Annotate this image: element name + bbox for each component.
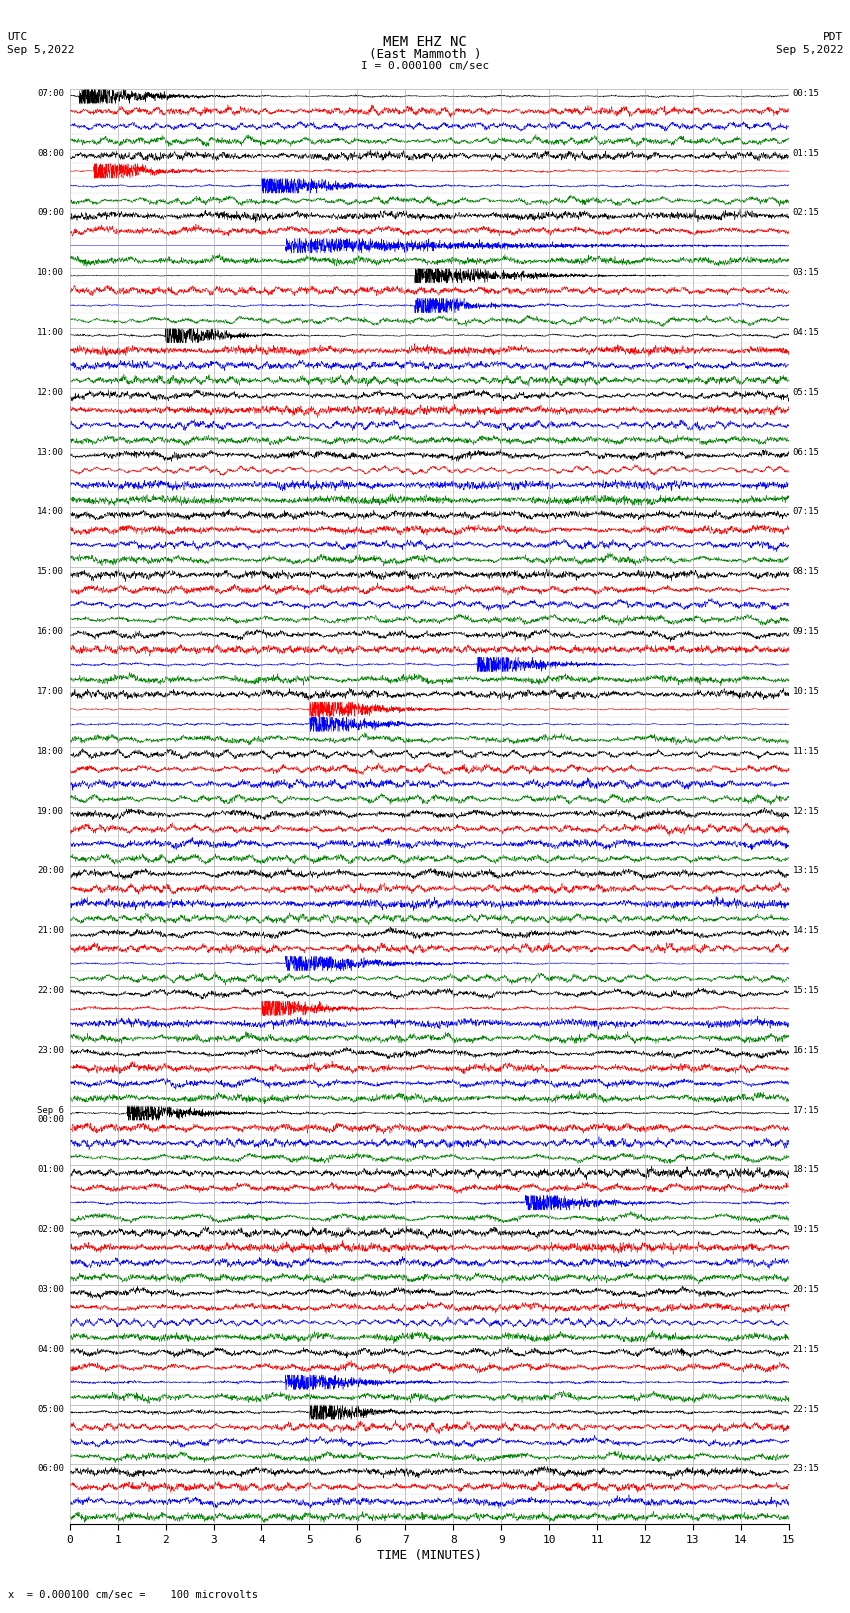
Text: 15:00: 15:00 [37, 568, 64, 576]
Text: 03:15: 03:15 [792, 268, 819, 277]
Text: 23:00: 23:00 [37, 1045, 64, 1055]
Text: Sep 6
00:00: Sep 6 00:00 [37, 1105, 64, 1124]
Text: 04:00: 04:00 [37, 1345, 64, 1353]
Text: 09:15: 09:15 [792, 627, 819, 636]
Text: 16:15: 16:15 [792, 1045, 819, 1055]
Text: 09:00: 09:00 [37, 208, 64, 218]
Text: 02:00: 02:00 [37, 1226, 64, 1234]
Text: 19:00: 19:00 [37, 806, 64, 816]
Text: 13:15: 13:15 [792, 866, 819, 876]
Text: PDT
Sep 5,2022: PDT Sep 5,2022 [776, 32, 843, 55]
Text: 21:00: 21:00 [37, 926, 64, 936]
Text: 00:15: 00:15 [792, 89, 819, 98]
Text: 05:15: 05:15 [792, 387, 819, 397]
Text: I = 0.000100 cm/sec: I = 0.000100 cm/sec [361, 61, 489, 71]
Text: 08:15: 08:15 [792, 568, 819, 576]
Text: 07:00: 07:00 [37, 89, 64, 98]
Text: 18:15: 18:15 [792, 1165, 819, 1174]
Text: 16:00: 16:00 [37, 627, 64, 636]
Text: x  = 0.000100 cm/sec =    100 microvolts: x = 0.000100 cm/sec = 100 microvolts [8, 1590, 258, 1600]
Text: 22:15: 22:15 [792, 1405, 819, 1413]
Text: 02:15: 02:15 [792, 208, 819, 218]
Text: 01:00: 01:00 [37, 1165, 64, 1174]
Text: 15:15: 15:15 [792, 986, 819, 995]
X-axis label: TIME (MINUTES): TIME (MINUTES) [377, 1548, 482, 1561]
Text: 14:00: 14:00 [37, 508, 64, 516]
Text: 19:15: 19:15 [792, 1226, 819, 1234]
Text: 12:15: 12:15 [792, 806, 819, 816]
Text: 12:00: 12:00 [37, 387, 64, 397]
Text: 18:00: 18:00 [37, 747, 64, 755]
Text: 20:15: 20:15 [792, 1286, 819, 1294]
Text: 01:15: 01:15 [792, 148, 819, 158]
Text: 11:00: 11:00 [37, 327, 64, 337]
Text: 14:15: 14:15 [792, 926, 819, 936]
Text: 17:00: 17:00 [37, 687, 64, 695]
Text: 06:15: 06:15 [792, 448, 819, 456]
Text: MEM EHZ NC: MEM EHZ NC [383, 35, 467, 50]
Text: 20:00: 20:00 [37, 866, 64, 876]
Text: 07:15: 07:15 [792, 508, 819, 516]
Text: 17:15: 17:15 [792, 1105, 819, 1115]
Text: UTC
Sep 5,2022: UTC Sep 5,2022 [7, 32, 74, 55]
Text: 21:15: 21:15 [792, 1345, 819, 1353]
Text: 23:15: 23:15 [792, 1465, 819, 1473]
Text: 04:15: 04:15 [792, 327, 819, 337]
Text: 05:00: 05:00 [37, 1405, 64, 1413]
Text: 03:00: 03:00 [37, 1286, 64, 1294]
Text: 13:00: 13:00 [37, 448, 64, 456]
Text: 10:15: 10:15 [792, 687, 819, 695]
Text: 06:00: 06:00 [37, 1465, 64, 1473]
Text: 10:00: 10:00 [37, 268, 64, 277]
Text: 11:15: 11:15 [792, 747, 819, 755]
Text: (East Mammoth ): (East Mammoth ) [369, 48, 481, 61]
Text: 22:00: 22:00 [37, 986, 64, 995]
Text: 08:00: 08:00 [37, 148, 64, 158]
